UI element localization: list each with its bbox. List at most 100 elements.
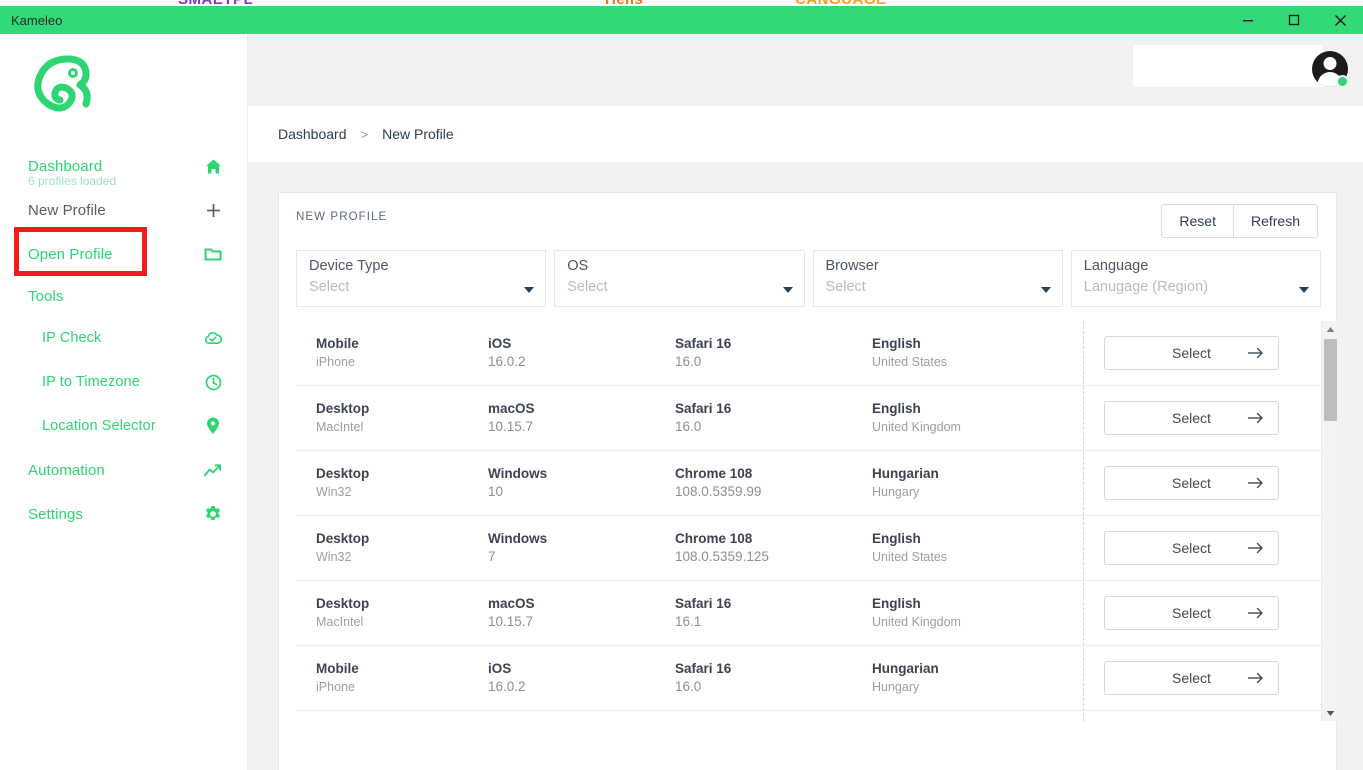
bg-text-fragment-3: CANGUAGE: [795, 0, 887, 6]
filter-value: Select: [825, 279, 866, 295]
os-version: 16.0.2: [488, 354, 526, 369]
select-button-label: Select: [1172, 540, 1211, 556]
map-pin-icon: [204, 417, 222, 435]
language-region: United States: [872, 354, 948, 369]
select-button[interactable]: Select: [1104, 336, 1279, 370]
scroll-down-icon[interactable]: [1322, 705, 1338, 721]
bg-text-fragment-1: SMAETPL: [178, 0, 253, 6]
sidebar-item-dashboard[interactable]: Dashboard 6 profiles loaded: [0, 144, 248, 188]
os-version: 10.15.7: [488, 419, 534, 434]
sidebar-item-label: Settings: [28, 505, 83, 523]
profiles-table: Mobile iPhone iOS 16.0.2 Safari 16 16.0 Englis…: [296, 321, 1321, 721]
cell-browser: Chrome 108 108.0.5359.99: [675, 465, 872, 501]
device-type: Desktop: [316, 531, 370, 547]
table-row: Mobile iPhone iOS 16.0.2 Safari 16 16.0 Hungar…: [296, 646, 1321, 711]
refresh-button[interactable]: Refresh: [1232, 205, 1317, 237]
filter-value: Lanugage (Region): [1083, 279, 1208, 295]
sidebar-item-location-selector[interactable]: Location Selector: [0, 404, 248, 448]
language-name: English: [872, 401, 921, 417]
device-type: Mobile: [316, 661, 359, 677]
filter-label: Language: [1083, 258, 1149, 274]
browser-name: Safari 16: [675, 595, 732, 611]
filter-os[interactable]: OS Select: [554, 250, 805, 307]
device-platform: Win32: [316, 549, 352, 564]
cell-action: Select: [1079, 336, 1321, 370]
chevron-down-icon: [524, 287, 535, 293]
select-button[interactable]: Select: [1104, 596, 1279, 630]
reset-button[interactable]: Reset: [1162, 205, 1233, 237]
language-region: Hungary: [872, 484, 920, 499]
cell-os: iOS 16.0.2: [488, 335, 675, 371]
cell-device: Desktop MacIntel: [296, 595, 488, 630]
select-button-label: Select: [1172, 475, 1211, 491]
trending-up-icon: [204, 461, 222, 479]
plus-icon: [204, 201, 222, 219]
new-profile-card: NEW PROFILE Reset Refresh Device Type Se…: [278, 192, 1337, 770]
filter-value: Select: [309, 279, 350, 295]
cell-browser: Safari 16 16.0: [675, 660, 872, 696]
language-region: United Kingdom: [872, 614, 961, 629]
cell-action: Select: [1079, 466, 1321, 500]
sidebar-item-label: IP Check: [42, 330, 102, 346]
cell-device: Desktop Win32: [296, 530, 488, 565]
select-button[interactable]: Select: [1104, 661, 1279, 695]
filter-label: Device Type: [309, 258, 389, 274]
chevron-down-icon: [782, 287, 793, 293]
sidebar-item-open-profile[interactable]: Open Profile: [0, 232, 248, 276]
device-platform: MacIntel: [316, 419, 364, 434]
folder-icon: [204, 245, 222, 263]
cell-device: Mobile iPhone: [296, 660, 488, 695]
select-button[interactable]: Select: [1104, 401, 1279, 435]
filter-device-type[interactable]: Device Type Select: [296, 250, 547, 307]
avatar[interactable]: [1312, 51, 1349, 88]
sidebar-item-sublabel: 6 profiles loaded: [28, 174, 117, 188]
device-type: Desktop: [316, 401, 370, 417]
arrow-right-icon: [1247, 412, 1264, 424]
maximize-icon: [1288, 14, 1300, 26]
search-input[interactable]: [1133, 45, 1323, 87]
sidebar-item-automation[interactable]: Automation: [0, 448, 248, 492]
os-name: iOS: [488, 660, 512, 676]
select-button[interactable]: Select: [1104, 466, 1279, 500]
sidebar-item-new-profile[interactable]: New Profile: [0, 188, 248, 232]
sidebar-item-ip-check[interactable]: IP Check: [0, 316, 248, 360]
sidebar-item-tools[interactable]: Tools: [0, 276, 248, 316]
breadcrumb-item-dashboard[interactable]: Dashboard: [278, 126, 347, 142]
device-type: Desktop: [316, 596, 370, 612]
device-platform: iPhone: [316, 679, 355, 694]
device-type: Desktop: [316, 466, 370, 482]
sidebar-item-label: IP to Timezone: [42, 374, 140, 390]
os-name: macOS: [488, 595, 535, 611]
os-name: iOS: [488, 335, 512, 351]
table-row: Mobile iPhone iOS 16.0.2 Safari 16 16.0 Englis…: [296, 321, 1321, 386]
cell-browser: Safari 16 16.0: [675, 335, 872, 371]
scrollbar-thumb[interactable]: [1324, 339, 1337, 421]
cell-language: English United Kingdom: [872, 400, 1079, 435]
column-divider: [1083, 321, 1084, 721]
card-title: NEW PROFILE: [296, 211, 388, 223]
filter-browser[interactable]: Browser Select: [812, 250, 1063, 307]
language-region: United States: [872, 549, 948, 564]
cell-action: Select: [1079, 401, 1321, 435]
sidebar-item-settings[interactable]: Settings: [0, 492, 248, 536]
close-button[interactable]: [1317, 6, 1363, 34]
sidebar-item-label: New Profile: [28, 201, 106, 219]
filter-language[interactable]: Language Lanugage (Region): [1070, 250, 1321, 307]
maximize-button[interactable]: [1271, 6, 1317, 34]
os-name: macOS: [488, 400, 535, 416]
cell-device: Desktop MacIntel: [296, 400, 488, 435]
breadcrumb: Dashboard > New Profile: [248, 106, 1363, 162]
minimize-button[interactable]: [1225, 6, 1271, 34]
sidebar-item-ip-to-timezone[interactable]: IP to Timezone: [0, 360, 248, 404]
table-row: Desktop Win32 Windows 7 Chrome 108 108.0.5359…: [296, 516, 1321, 581]
cell-os: Windows 10: [488, 465, 675, 501]
cell-language: English United Kingdom: [872, 595, 1079, 630]
table-body: Mobile iPhone iOS 16.0.2 Safari 16 16.0 Englis…: [296, 321, 1321, 711]
gear-icon: [204, 505, 222, 523]
scroll-up-icon[interactable]: [1322, 321, 1338, 337]
arrow-right-icon: [1247, 477, 1264, 489]
select-button[interactable]: Select: [1104, 531, 1279, 565]
filter-row: Device Type Select OS Select Browser Sel…: [296, 250, 1321, 307]
table-scrollbar[interactable]: [1321, 321, 1337, 721]
